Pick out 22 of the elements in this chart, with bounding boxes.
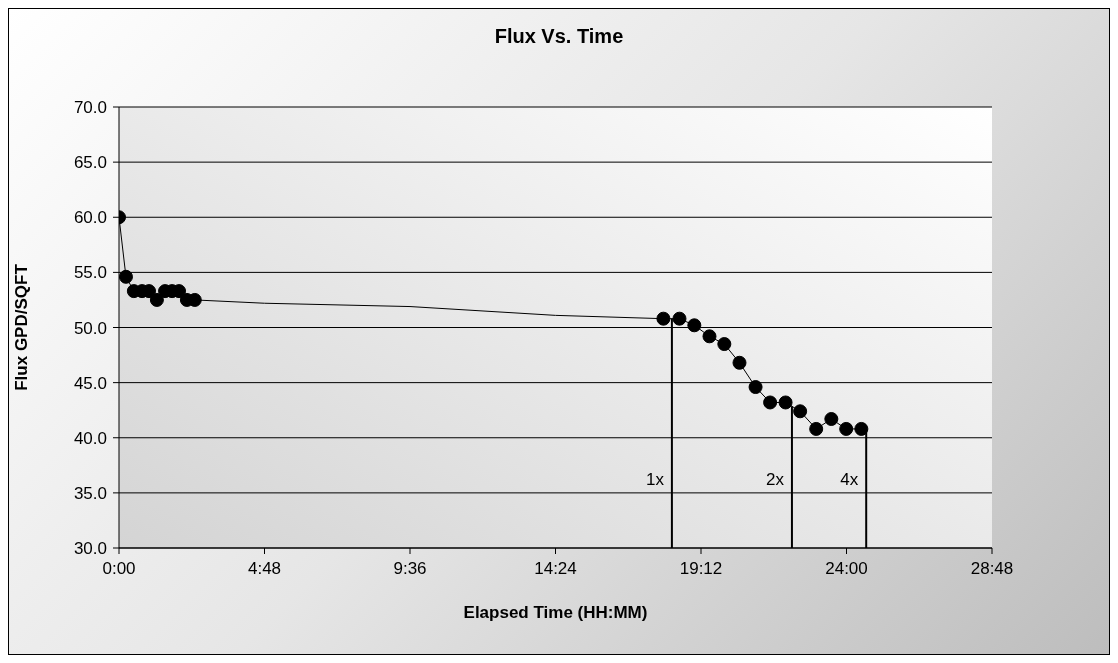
y-tick-label: 30.0 bbox=[73, 539, 107, 559]
x-tick-label: 9:36 bbox=[393, 559, 427, 579]
x-tick-label: 0:00 bbox=[102, 559, 136, 579]
chart-title: Flux Vs. Time bbox=[493, 25, 625, 48]
y-tick-label: 55.0 bbox=[73, 263, 107, 283]
y-axis-title: Flux GPD/SQFT bbox=[12, 263, 32, 391]
y-tick-label: 40.0 bbox=[73, 428, 107, 448]
x-tick-label: 28:48 bbox=[970, 559, 1014, 579]
y-tick-label: 45.0 bbox=[73, 373, 107, 393]
ref-line-label: 2x bbox=[765, 470, 785, 489]
y-tick-label: 65.0 bbox=[73, 153, 107, 173]
x-tick-label: 4:48 bbox=[247, 559, 282, 579]
x-axis-title: Elapsed Time (HH:MM) bbox=[463, 603, 648, 623]
y-tick-label: 70.0 bbox=[73, 98, 107, 118]
x-tick-label: 19:12 bbox=[679, 559, 723, 579]
y-tick-label: 35.0 bbox=[73, 483, 107, 503]
ref-line-label: 4x bbox=[840, 470, 859, 489]
y-tick-label: 60.0 bbox=[73, 208, 107, 228]
x-tick-label: 14:24 bbox=[534, 559, 577, 579]
y-tick-label: 50.0 bbox=[73, 318, 107, 338]
x-tick-label: 24:00 bbox=[825, 559, 868, 579]
ref-line-label: 1x bbox=[645, 470, 665, 489]
